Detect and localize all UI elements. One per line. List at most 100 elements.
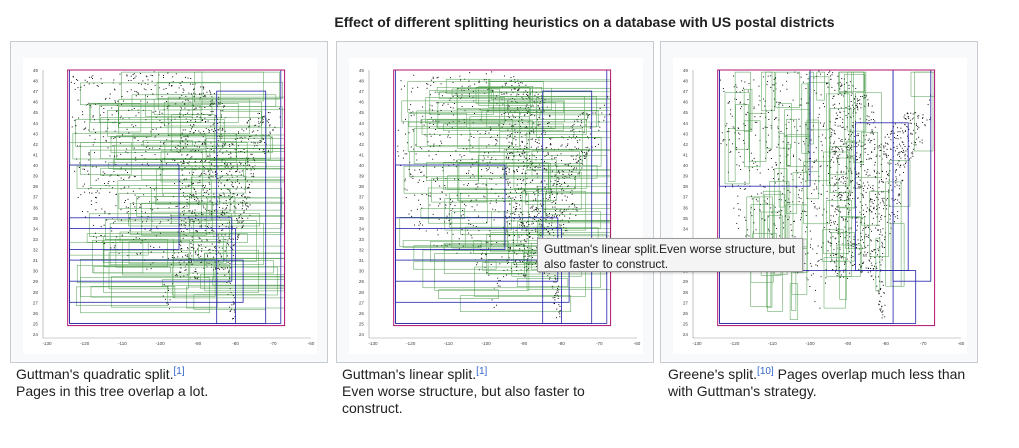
reference-link[interactable]: [1] <box>173 366 185 377</box>
x-tick-label: -110 <box>768 341 777 346</box>
y-tick-label: 28 <box>359 290 365 295</box>
reference-link[interactable]: [1] <box>476 366 488 377</box>
x-tick-label: -100 <box>482 341 492 346</box>
y-tick-label: 34 <box>359 226 365 231</box>
x-tick-label: -60 <box>308 341 315 346</box>
x-tick-label: -80 <box>232 341 239 346</box>
gallery-title: Effect of different splitting heuristics… <box>334 14 835 30</box>
y-tick-label: 40 <box>33 163 39 168</box>
inner-rectangles <box>719 69 932 324</box>
x-tick-label: -120 <box>80 341 90 346</box>
caption-quadratic: Guttman's quadratic split.[1] Pages in t… <box>16 366 346 400</box>
y-tick-label: 32 <box>33 248 39 253</box>
root-rectangle <box>67 69 286 327</box>
y-tick-label: 33 <box>33 237 39 242</box>
rtree-plot: 4948474645444342414039383736353433323130… <box>683 68 965 346</box>
y-tick-label: 25 <box>683 321 689 326</box>
caption-title: Greene's split. <box>668 366 758 382</box>
y-tick-label: 33 <box>359 237 365 242</box>
x-tick-label: -90 <box>845 341 852 346</box>
panel-quadratic[interactable]: 49 48 47 46 45 44 43 42 41 40 39 38 37 36 35 34 33 32 31 30… <box>10 41 328 363</box>
y-tick-label: 30 <box>33 269 39 274</box>
y-tick-label: 41 <box>359 152 365 157</box>
y-tick-label: 35 <box>683 216 689 221</box>
x-tick-label: -90 <box>521 341 528 346</box>
y-tick-label: 29 <box>683 279 689 284</box>
x-tick-label: -80 <box>558 341 565 346</box>
y-tick-label: 40 <box>683 163 689 168</box>
y-tick-label: 45 <box>359 110 365 115</box>
y-tick-label: 48 <box>683 79 689 84</box>
caption-text: Pages in this tree overlap a lot. <box>16 383 209 399</box>
y-tick-label: 36 <box>683 205 689 210</box>
y-tick-label: 46 <box>33 100 39 105</box>
y-tick-label: 44 <box>33 121 39 126</box>
y-tick-label: 24 <box>359 332 365 337</box>
y-tick-label: 27 <box>33 300 39 305</box>
y-tick-label: 39 <box>359 174 365 179</box>
image-tooltip: Guttman's linear split.Even worse struct… <box>537 238 803 272</box>
y-tick-label: 42 <box>359 142 365 147</box>
y-tick-label: 37 <box>359 195 365 200</box>
y-tick-label: 46 <box>683 100 689 105</box>
y-tick-label: 40 <box>359 163 365 168</box>
tooltip-line: Guttman's linear split.Even worse struct… <box>544 242 796 256</box>
y-tick-label: 29 <box>359 279 365 284</box>
y-tick-label: 32 <box>359 248 365 253</box>
leaf-rectangles <box>724 71 935 320</box>
x-tick-label: -130 <box>42 341 52 346</box>
y-tick-label: 43 <box>359 131 365 136</box>
y-tick-label: 47 <box>359 89 365 94</box>
x-tick-label: -100 <box>806 341 816 346</box>
y-tick-label: 37 <box>683 195 689 200</box>
y-tick-label: 46 <box>359 100 365 105</box>
y-tick-label: 44 <box>683 121 689 126</box>
panel-linear[interactable]: 49 48 47 46 45 44 43 42 41 40 39 38 37 36 35 34 33 32 31 30… <box>336 41 654 363</box>
rtree-plot: 4948474645444342414039383736353433323130… <box>33 68 315 346</box>
reference-link[interactable]: [10] <box>757 366 774 377</box>
y-tick-label: 43 <box>683 131 689 136</box>
y-tick-label: 44 <box>359 121 365 126</box>
root-rectangle <box>717 69 936 327</box>
y-tick-label: 49 <box>683 68 689 73</box>
y-tick-label: 41 <box>33 152 39 157</box>
y-tick-label: 27 <box>683 300 689 305</box>
y-tick-label: 31 <box>33 258 39 263</box>
y-tick-label: 28 <box>33 290 39 295</box>
x-tick-label: -110 <box>118 341 127 346</box>
caption-greene: Greene's split.[10] Pages overlap much l… <box>668 366 998 400</box>
y-tick-label: 38 <box>33 184 39 189</box>
x-tick-label: -120 <box>730 341 740 346</box>
y-tick-label: 36 <box>33 205 39 210</box>
y-tick-label: 45 <box>683 110 689 115</box>
root-rectangle <box>393 69 612 327</box>
caption-title: Guttman's linear split. <box>342 366 477 382</box>
y-tick-label: 42 <box>683 142 689 147</box>
y-tick-label: 48 <box>359 79 365 84</box>
leaf-rectangles <box>69 71 285 314</box>
y-tick-label: 47 <box>33 89 39 94</box>
y-tick-label: 34 <box>683 226 689 231</box>
y-tick-label: 24 <box>683 332 689 337</box>
y-tick-label: 25 <box>359 321 365 326</box>
rtree-plot-image[interactable]: 4948474645444342414039383736353433323130… <box>673 58 967 354</box>
y-tick-label: 28 <box>683 290 689 295</box>
y-tick-label: 31 <box>359 258 365 263</box>
y-tick-label: 43 <box>33 131 39 136</box>
x-tick-label: -70 <box>270 341 277 346</box>
postal-points <box>70 71 281 320</box>
panel-greene[interactable]: 4948474645444342414039383736353433323130… <box>660 41 978 363</box>
y-tick-label: 29 <box>33 279 39 284</box>
x-tick-label: -60 <box>634 341 641 346</box>
caption-text: construct. <box>342 400 403 416</box>
caption-text: Even worse structure, but also faster to <box>342 383 585 399</box>
caption-text: Pages overlap much less than <box>777 366 966 382</box>
y-tick-label: 47 <box>683 89 689 94</box>
y-tick-label: 26 <box>683 311 689 316</box>
caption-text: with Guttman's strategy. <box>668 383 817 399</box>
y-tick-label: 30 <box>359 269 365 274</box>
y-tick-label: 36 <box>359 205 365 210</box>
postal-points <box>397 71 612 319</box>
